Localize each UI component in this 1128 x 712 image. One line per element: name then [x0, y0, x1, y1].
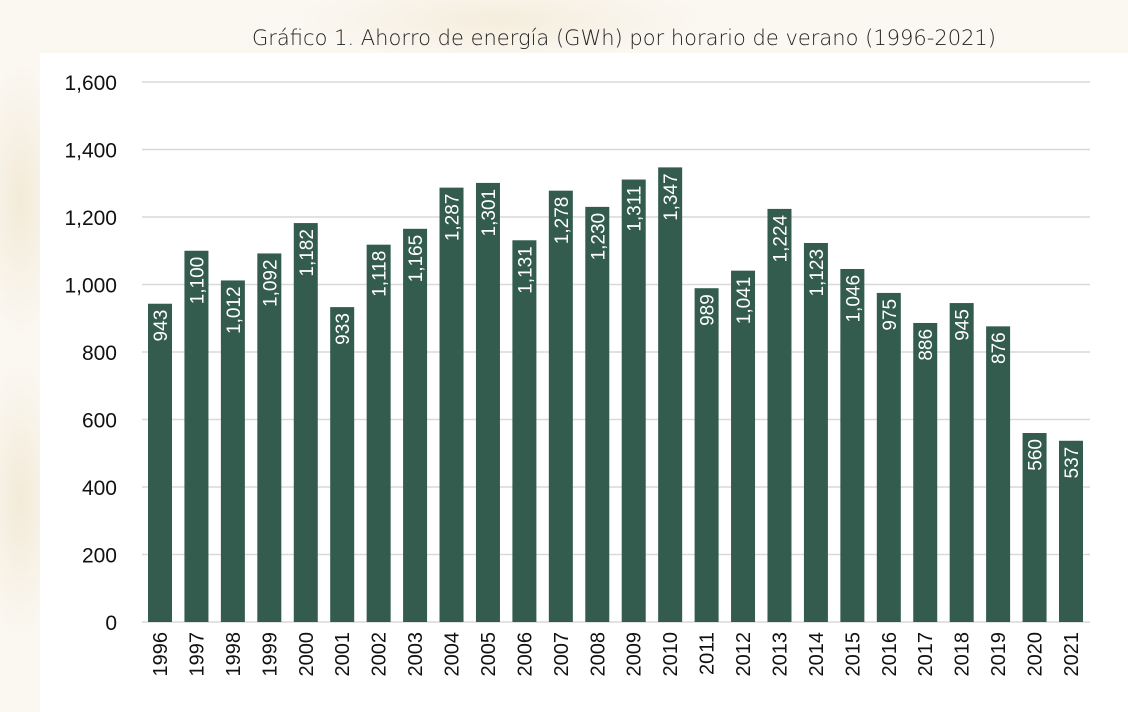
data-label: 1,092: [260, 259, 281, 307]
bar: [439, 187, 464, 622]
bar: [913, 322, 938, 622]
x-tick-label: 1996: [150, 632, 172, 677]
bar: [585, 206, 610, 622]
x-tick-label: 1999: [259, 632, 281, 677]
x-tick-label: 2010: [660, 632, 682, 677]
x-tick-label: 1998: [223, 632, 245, 677]
data-label: 1,182: [297, 229, 318, 277]
bar: [658, 167, 683, 622]
x-tick-label: 2020: [1025, 632, 1047, 677]
x-tick-label: 2012: [733, 632, 755, 677]
x-tick-label: 2016: [879, 632, 901, 677]
bar: [1022, 433, 1047, 622]
data-label: 945: [953, 309, 974, 341]
x-tick-label: 2002: [369, 632, 391, 677]
y-tick-label: 600: [82, 410, 117, 433]
chart-title: Gráfico 1. Ahorro de energía (GWh) por h…: [252, 26, 996, 50]
data-label: 1,301: [479, 189, 500, 237]
x-tick-label: 2013: [769, 632, 791, 677]
y-tick-label: 1,600: [64, 72, 117, 95]
x-tick-label: 2014: [806, 632, 828, 677]
bar: [694, 288, 719, 622]
bar: [475, 182, 500, 622]
x-tick-label: 2005: [478, 632, 500, 677]
data-label: 1,041: [734, 277, 755, 325]
bar: [148, 303, 172, 622]
bar: [840, 268, 865, 622]
data-label: 1,311: [625, 186, 646, 232]
bar: [403, 228, 428, 622]
bar: [986, 326, 1011, 622]
y-tick-label: 1,200: [64, 207, 117, 230]
y-tick-label: 800: [82, 342, 117, 365]
y-tick-label: 400: [82, 477, 117, 500]
data-label: 975: [880, 299, 901, 331]
x-tick-label: 2017: [915, 632, 937, 677]
data-label: 537: [1062, 447, 1083, 479]
data-label: 1,046: [843, 275, 864, 323]
data-label: 1,131: [515, 246, 536, 294]
y-tick-label: 200: [82, 545, 117, 568]
data-label: 943: [151, 310, 172, 342]
data-label: 1,123: [807, 249, 828, 297]
x-tick-label: 1997: [186, 632, 208, 677]
bar: [330, 307, 355, 622]
data-label: 886: [916, 329, 937, 361]
data-label: 989: [698, 294, 719, 326]
x-tick-label: 2004: [442, 632, 464, 677]
data-label: 1,287: [443, 194, 464, 242]
bar: [293, 223, 318, 622]
x-tick-label: 2019: [988, 632, 1010, 677]
data-label: 1,278: [552, 197, 573, 245]
x-tick-label: 2011: [697, 632, 719, 675]
bar: [220, 280, 245, 622]
bar: [512, 240, 537, 622]
data-label: 933: [333, 313, 354, 345]
bar: [366, 244, 391, 623]
data-label: 1,224: [770, 214, 791, 262]
bar: [621, 179, 646, 622]
bar: [731, 270, 756, 622]
data-label: 876: [989, 332, 1010, 364]
data-label: 1,165: [406, 235, 427, 283]
bar: [876, 292, 901, 622]
x-tick-label: 2008: [587, 632, 609, 677]
x-tick-label: 2021: [1061, 632, 1083, 677]
bar: [257, 253, 282, 622]
y-tick-label: 1,000: [64, 275, 117, 298]
data-label: 1,100: [187, 257, 208, 305]
y-tick-label: 1,400: [64, 140, 117, 163]
x-tick-label: 2006: [514, 632, 536, 677]
bar: [803, 242, 828, 623]
data-label: 1,118: [370, 251, 391, 297]
data-label: 1,012: [224, 286, 245, 334]
bar: [184, 250, 209, 622]
x-tick-label: 2009: [624, 632, 646, 677]
x-tick-label: 2007: [551, 632, 573, 677]
data-label: 1,347: [661, 173, 682, 221]
bar: [1059, 440, 1083, 622]
y-tick-label: 0: [105, 612, 117, 635]
bar: [548, 190, 573, 623]
bar: [767, 208, 792, 622]
x-tick-label: 2003: [405, 632, 427, 677]
x-tick-label: 2018: [952, 632, 974, 677]
data-label: 560: [1026, 439, 1047, 471]
data-label: 1,230: [588, 213, 609, 261]
x-tick-label: 2000: [296, 632, 318, 677]
bar: [949, 303, 974, 622]
x-tick-label: 2015: [842, 632, 864, 677]
x-tick-label: 2001: [332, 632, 354, 677]
